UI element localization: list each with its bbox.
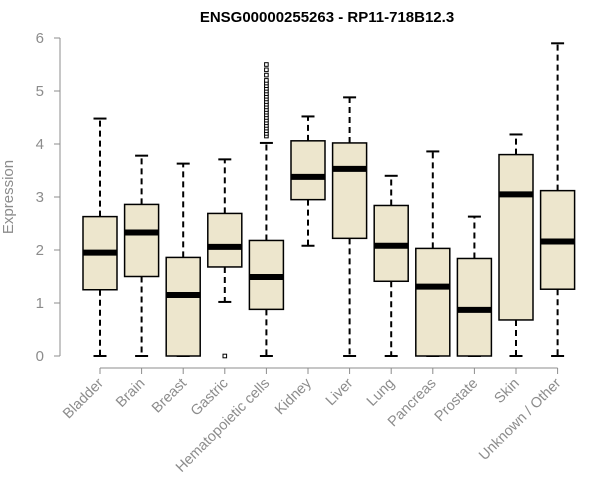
x-tick-label: Skin — [492, 376, 523, 407]
box-group — [82, 117, 118, 357]
box-iqr — [123, 203, 160, 278]
box-group — [165, 162, 201, 357]
box-group — [373, 174, 409, 357]
box-iqr — [165, 256, 201, 357]
y-tick-label: 4 — [36, 136, 44, 153]
outlier-point — [264, 62, 269, 67]
x-tick-label: Bladder — [60, 375, 107, 422]
x-tick-label: Prostate — [432, 376, 481, 425]
x-tick-label: Lung — [364, 376, 398, 410]
box-iqr — [290, 140, 326, 201]
outlier-point — [222, 353, 228, 359]
box-group — [498, 133, 534, 357]
x-tick-label: Breast — [149, 376, 190, 417]
y-axis-label: Expression — [0, 160, 17, 234]
x-tick-label: Brain — [113, 376, 148, 411]
y-tick-label: 0 — [36, 348, 44, 365]
y-tick-label: 3 — [36, 189, 44, 206]
y-tick-label: 6 — [36, 30, 44, 47]
box-iqr — [415, 247, 451, 357]
box-group — [207, 158, 243, 359]
box-group — [539, 42, 576, 357]
outlier-point — [264, 67, 269, 73]
y-tick-label: 5 — [36, 83, 44, 100]
box-group — [456, 215, 493, 357]
box-iqr — [498, 153, 534, 321]
chart-title: ENSG00000255263 - RP11-718B12.3 — [200, 9, 454, 26]
outlier-point — [264, 72, 269, 78]
y-tick-label: 1 — [36, 295, 44, 312]
boxes-layer — [82, 42, 576, 359]
x-tick-label: Kidney — [272, 375, 315, 418]
x-tick-label: Liver — [323, 375, 357, 409]
box-group — [248, 62, 285, 357]
box-iqr — [331, 142, 368, 240]
box-group — [123, 154, 160, 357]
box-group — [331, 96, 368, 357]
box-group — [415, 150, 451, 357]
outlier-point — [264, 78, 269, 83]
box-iqr — [207, 212, 243, 268]
box-group — [290, 115, 326, 247]
y-tick-label: 2 — [36, 242, 44, 259]
y-axis: 0 1 2 3 4 5 6 — [36, 30, 61, 365]
